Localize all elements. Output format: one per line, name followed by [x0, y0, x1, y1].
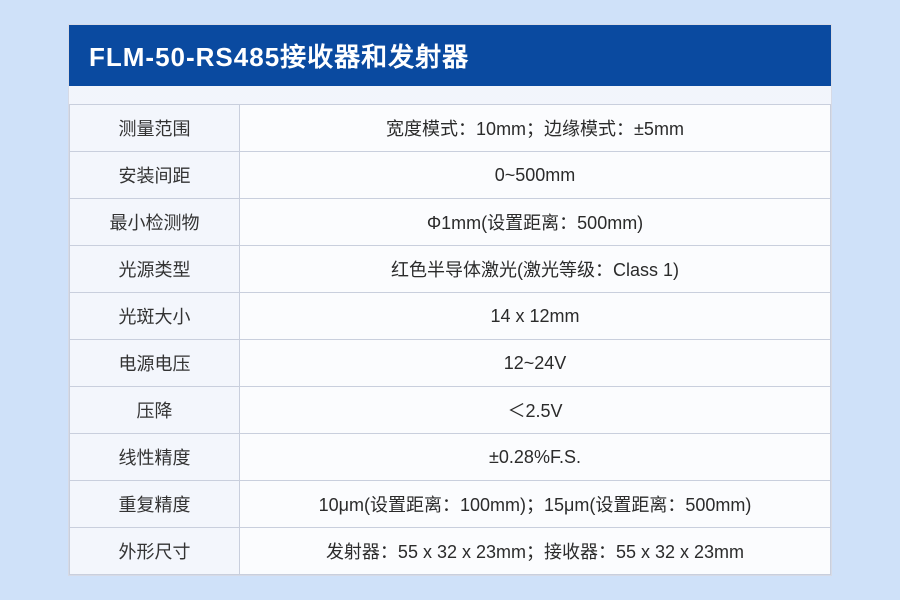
- table-row: 安装间距 0~500mm: [70, 152, 831, 199]
- spec-label: 线性精度: [70, 434, 240, 481]
- spec-value: ＜2.5V: [240, 387, 831, 434]
- spec-value: 红色半导体激光(激光等级：Class 1): [240, 246, 831, 293]
- spec-value: 10μm(设置距离：100mm)；15μm(设置距离：500mm): [240, 481, 831, 528]
- spec-label: 最小检测物: [70, 199, 240, 246]
- table-row: 外形尺寸 发射器：55 x 32 x 23mm；接收器：55 x 32 x 23…: [70, 528, 831, 575]
- table-row: 电源电压 12~24V: [70, 340, 831, 387]
- spec-value: 宽度模式：10mm；边缘模式：±5mm: [240, 105, 831, 152]
- table-row: 光斑大小 14 x 12mm: [70, 293, 831, 340]
- table-row: 最小检测物 Φ1mm(设置距离：500mm): [70, 199, 831, 246]
- spec-label: 电源电压: [70, 340, 240, 387]
- spec-value: 12~24V: [240, 340, 831, 387]
- spec-label: 测量范围: [70, 105, 240, 152]
- table-row: 光源类型 红色半导体激光(激光等级：Class 1): [70, 246, 831, 293]
- spec-value: 14 x 12mm: [240, 293, 831, 340]
- table-row: 线性精度 ±0.28%F.S.: [70, 434, 831, 481]
- panel-title: FLM-50-RS485接收器和发射器: [69, 25, 831, 86]
- table-row: 测量范围 宽度模式：10mm；边缘模式：±5mm: [70, 105, 831, 152]
- spec-value: 0~500mm: [240, 152, 831, 199]
- spec-table-body: 测量范围 宽度模式：10mm；边缘模式：±5mm 安装间距 0~500mm 最小…: [70, 105, 831, 575]
- spec-label: 外形尺寸: [70, 528, 240, 575]
- spec-table: 测量范围 宽度模式：10mm；边缘模式：±5mm 安装间距 0~500mm 最小…: [69, 104, 831, 575]
- table-row: 压降 ＜2.5V: [70, 387, 831, 434]
- spec-label: 光斑大小: [70, 293, 240, 340]
- spec-value: 发射器：55 x 32 x 23mm；接收器：55 x 32 x 23mm: [240, 528, 831, 575]
- table-row: 重复精度 10μm(设置距离：100mm)；15μm(设置距离：500mm): [70, 481, 831, 528]
- spec-label: 压降: [70, 387, 240, 434]
- spec-label: 光源类型: [70, 246, 240, 293]
- spec-panel: FLM-50-RS485接收器和发射器 测量范围 宽度模式：10mm；边缘模式：…: [68, 24, 832, 576]
- title-gap: [69, 86, 831, 104]
- spec-label: 安装间距: [70, 152, 240, 199]
- spec-value: ±0.28%F.S.: [240, 434, 831, 481]
- spec-value: Φ1mm(设置距离：500mm): [240, 199, 831, 246]
- spec-label: 重复精度: [70, 481, 240, 528]
